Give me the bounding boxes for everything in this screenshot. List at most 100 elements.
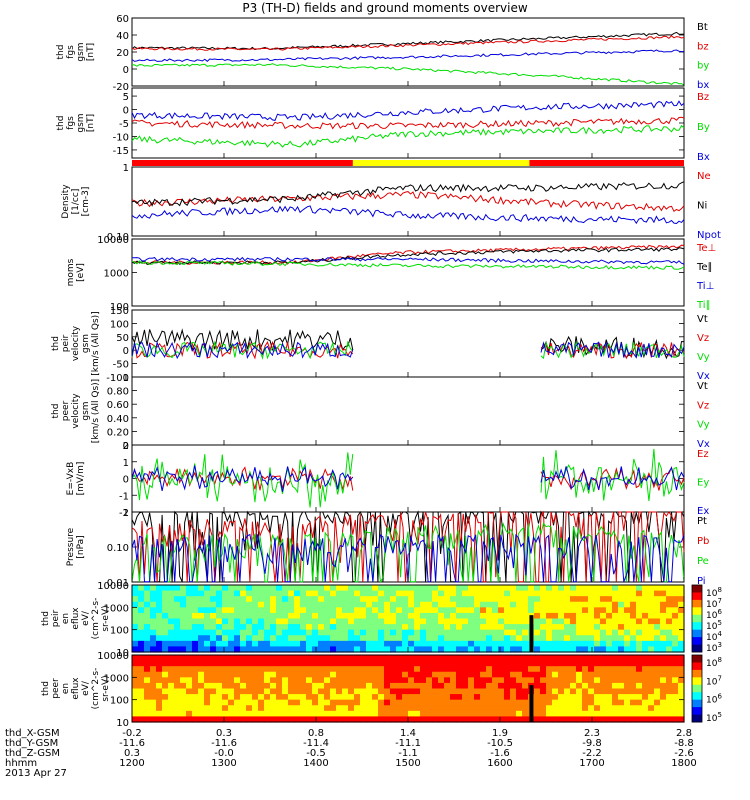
legend-bz: bz [697,41,709,52]
colorbar: 108 107 106 105 [691,654,722,724]
series-bt [131,31,685,51]
x-axis-row-label: thd_X-GSM [5,728,60,739]
x-axis-value: -2.2 [582,748,602,759]
y-axis-label: en [61,613,71,624]
y-axis-label: velocity [71,325,81,361]
y-axis-label: peer [51,678,61,699]
y-tick-label: 0.20 [107,427,129,438]
x-axis-value: -2.6 [674,748,694,759]
y-axis-label: thd [56,116,66,131]
y-tick-label: 100 [110,302,129,313]
y-axis-label: velocity [71,393,81,429]
y-axis-label: peir [51,609,61,627]
y-tick-label: 1 [123,458,129,469]
y-tick-label: 10000 [97,581,129,592]
series-ex [131,465,354,492]
x-axis-value: -11.1 [395,738,421,749]
y-tick-label: 50 [116,333,129,344]
status-bar [132,160,684,166]
y-axis-label: thd [41,611,51,626]
series-bz [131,35,685,51]
y-tick-label: 100 [110,319,129,330]
y-axis-label: thd [56,45,66,60]
colorbar-tick-label: 107 [706,597,722,610]
y-axis-label: [cm-3] [81,187,91,217]
y-axis-label: sr-eV) [101,675,111,701]
heatmap-cells [132,585,685,653]
y-tick-label: -2 [119,508,129,519]
panel-2: -15 -10 -5 0 5 thd fgs gsm [nT] Bz By Bx [56,87,710,163]
data-gap [529,615,534,652]
y-axis-label: [nT] [86,114,96,132]
y-tick-label: 0.10 [107,543,129,554]
y-axis-label: [1/cc] [71,189,81,215]
series-vx [540,341,685,359]
y-tick-label: 10 [116,648,129,659]
colorbar-tick-label: 103 [706,641,722,654]
figure-title: P3 (TH-D) fields and ground moments over… [242,1,527,15]
series-vx [131,340,354,360]
y-axis-label: [km/s (All Qs)] [91,311,101,375]
legend-pi: Pi [697,576,706,587]
y-axis-label: thd [41,681,51,696]
legend-ex: Ex [697,506,709,517]
y-tick-label: -1 [119,491,129,502]
series-npot [131,205,685,225]
series-ni [131,181,685,207]
series-ex [540,466,685,491]
data-gap [529,685,534,722]
y-tick-label: 1 [123,163,129,174]
x-axis-row-label: thd_Y-GSM [5,738,58,749]
x-axis-value: -11.6 [119,738,145,749]
series-pe [131,522,685,584]
colorbar-tick-label: 104 [706,630,722,643]
x-axis-value: -0.0 [214,748,234,759]
colorbar-tick-label: 108 [706,586,722,599]
y-tick-label: 1000 [104,673,129,684]
y-tick-label: 0.40 [107,414,129,425]
legend-vx: Vx [697,439,710,450]
legend-ne: Ne [697,171,711,182]
x-axis-value: -1.1 [398,748,418,759]
y-axis-label: fgs [66,45,76,59]
y-tick-label: 0 [123,346,129,357]
colorbar-tick-label: 106 [706,693,722,706]
legend-vt: Vt [697,381,708,392]
y-tick-label: -100 [106,373,129,384]
legend-by: By [697,122,710,133]
heatmap-cells [132,655,685,723]
series-vt [131,328,354,352]
y-axis-label: [nT] [86,43,96,61]
y-axis-label: thd [51,336,61,351]
panel-1: -20 0 20 40 60 thd fgs gsm [nT] Bt bz by bx [56,14,709,93]
y-tick-label: 40 [116,31,129,42]
series-by [132,63,685,86]
colorbar-tick-label: 108 [706,656,722,669]
y-tick-label: 0 [123,65,129,76]
legend-vy: Vy [697,352,710,363]
y-axis-label: gsm [81,401,91,420]
y-tick-label: 150 [110,306,129,317]
panel-frame [131,17,685,87]
y-tick-label: 100 [110,696,129,707]
y-tick-label: 10000 [97,235,129,246]
y-tick-label: 0 [123,106,129,117]
x-axis-value: 1800 [671,758,696,769]
y-tick-label: -10 [113,132,129,143]
x-axis-row-label: hhmm [5,758,37,769]
y-axis-label: peir [61,334,71,352]
x-axis-value: -11.4 [303,738,329,749]
x-axis-value: 2.3 [584,728,600,739]
x-axis-value: 1600 [487,758,512,769]
series-by [131,124,685,148]
x-axis-value: -11.6 [211,738,237,749]
y-axis-label: gsm [81,334,91,353]
x-axis-value: 1700 [579,758,604,769]
y-axis-label: (cm^2-s- [91,598,101,640]
x-axis-value: 1200 [119,758,144,769]
y-axis-label: eflux [71,607,81,630]
panel-10: 108 107 106 105 10 100 1000 10000 thd peer en eflux… [41,651,722,729]
series-pt [131,510,685,583]
